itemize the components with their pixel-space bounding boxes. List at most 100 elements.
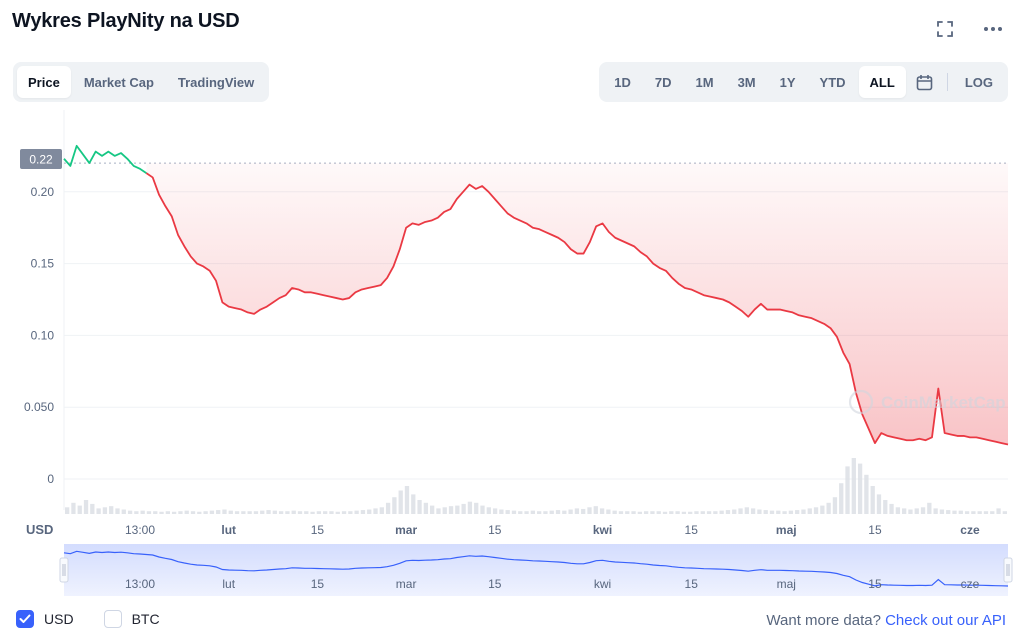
range-navigator[interactable]: 13:00 lut 15 mar 15 kwi 15 maj 15 cze	[59, 544, 1013, 596]
price-line-down	[145, 172, 1009, 446]
navigator-line	[63, 550, 1009, 587]
volume-bar	[958, 510, 963, 514]
x-tick-label: 15	[685, 523, 699, 537]
currency-label: USD	[26, 522, 53, 537]
divider	[946, 73, 948, 91]
navigator-handle-right[interactable]	[1003, 557, 1013, 583]
volume-bar	[656, 511, 661, 514]
volume-bar	[788, 510, 794, 514]
volume-bar	[134, 511, 139, 514]
volume-bar	[625, 511, 630, 514]
volume-bar	[272, 510, 277, 514]
volume-bar	[354, 510, 359, 514]
volume-bar	[662, 511, 668, 514]
x-tick-label: mar	[395, 523, 417, 537]
volume-bar	[631, 511, 636, 514]
x-tick-label: 15	[488, 523, 502, 537]
volume-bar	[467, 501, 473, 514]
range-7d[interactable]: 7D	[654, 74, 672, 90]
tab-tradingview[interactable]: TradingView	[177, 74, 255, 90]
volume-bar	[392, 497, 397, 514]
volume-bar	[807, 508, 812, 514]
volume-bar	[184, 510, 189, 514]
volume-bar	[121, 509, 126, 514]
fullscreen-icon[interactable]	[934, 18, 956, 40]
volume-bar	[933, 508, 938, 514]
api-link[interactable]: Check out our API	[885, 612, 1006, 629]
volume-bar	[480, 505, 485, 514]
volume-bar	[883, 500, 888, 514]
price-line-up	[63, 144, 147, 174]
range-all[interactable]: ALL	[858, 66, 906, 98]
volume-bar	[757, 509, 762, 514]
range-ytd[interactable]: YTD	[819, 74, 846, 90]
volume-bar	[706, 511, 712, 514]
range-3m[interactable]: 3M	[737, 74, 756, 90]
btc-checkbox[interactable]	[103, 610, 122, 628]
range-1d[interactable]: 1D	[614, 74, 631, 90]
volume-bar	[537, 511, 542, 514]
volume-bar	[889, 503, 894, 514]
volume-bar	[851, 458, 856, 514]
y-tick-label: 0.050	[24, 400, 54, 414]
navigator-tick-label: 15	[685, 577, 699, 591]
volume-bar	[776, 510, 781, 514]
volume-bar	[952, 510, 957, 514]
navigator-tick-label: 15	[868, 577, 882, 591]
volume-bar	[209, 510, 215, 514]
usd-checkbox[interactable]	[16, 610, 34, 628]
volume-bar	[675, 511, 680, 514]
log-scale-toggle[interactable]: LOG	[964, 74, 993, 90]
volume-bar	[234, 511, 240, 514]
volume-bar	[606, 509, 611, 514]
volume-bar	[795, 510, 800, 514]
tab-price[interactable]: Price	[17, 66, 71, 98]
range-1y[interactable]: 1Y	[779, 74, 796, 90]
volume-bar	[927, 502, 932, 514]
tab-market-cap[interactable]: Market Cap	[83, 74, 154, 90]
volume-bar	[530, 510, 535, 514]
volume-bar	[857, 463, 863, 514]
range-1m[interactable]: 1M	[695, 74, 714, 90]
more-data: Want more data? Check out our API	[766, 612, 1006, 629]
volume-bar	[650, 511, 655, 514]
volume-bar	[555, 510, 561, 514]
more-options-icon[interactable]	[982, 18, 1004, 40]
volume-bar	[360, 510, 366, 514]
volume-bar	[939, 509, 945, 514]
price-chart: CoinMarketCap 0 0.050 0.10 0.15 0.20 13:00 lu…	[20, 110, 1013, 596]
x-tick-label: kwi	[593, 523, 612, 537]
range-tabs: 1D 7D 1M 3M 1Y YTD ALL LOG	[599, 62, 1008, 102]
navigator-tick-label: 13:00	[125, 577, 155, 591]
calendar-icon[interactable]	[908, 66, 941, 98]
volume-bar	[801, 509, 806, 514]
volume-bar	[348, 511, 353, 514]
volume-bar	[260, 510, 265, 514]
volume-bar	[732, 509, 737, 514]
navigator-handle-left[interactable]	[59, 557, 69, 583]
volume-bar	[367, 509, 372, 514]
volume-bar	[694, 511, 699, 514]
volume-bar	[83, 500, 89, 514]
volume-bar	[266, 510, 271, 514]
volume-bar	[90, 503, 95, 514]
volume-bar	[920, 507, 926, 514]
volume-bar	[864, 474, 869, 514]
volume-bar	[719, 510, 724, 514]
volume-bar	[310, 511, 315, 514]
volume-bar	[335, 511, 340, 514]
volume-bar	[744, 507, 749, 514]
volume-bar	[599, 508, 605, 514]
volume-bar	[612, 510, 617, 514]
watermark-text: CoinMarketCap	[881, 393, 1006, 412]
navigator-tick-label: kwi	[594, 577, 611, 591]
volume-bar	[379, 507, 384, 514]
volume-bar	[524, 511, 529, 514]
volume-bar	[455, 505, 460, 514]
volume-bar	[385, 502, 391, 514]
volume-bar	[996, 508, 1001, 514]
volume-bar	[373, 508, 378, 514]
volume-bar	[159, 511, 164, 514]
x-tick-label: maj	[776, 523, 797, 537]
volume-bar	[763, 510, 768, 514]
